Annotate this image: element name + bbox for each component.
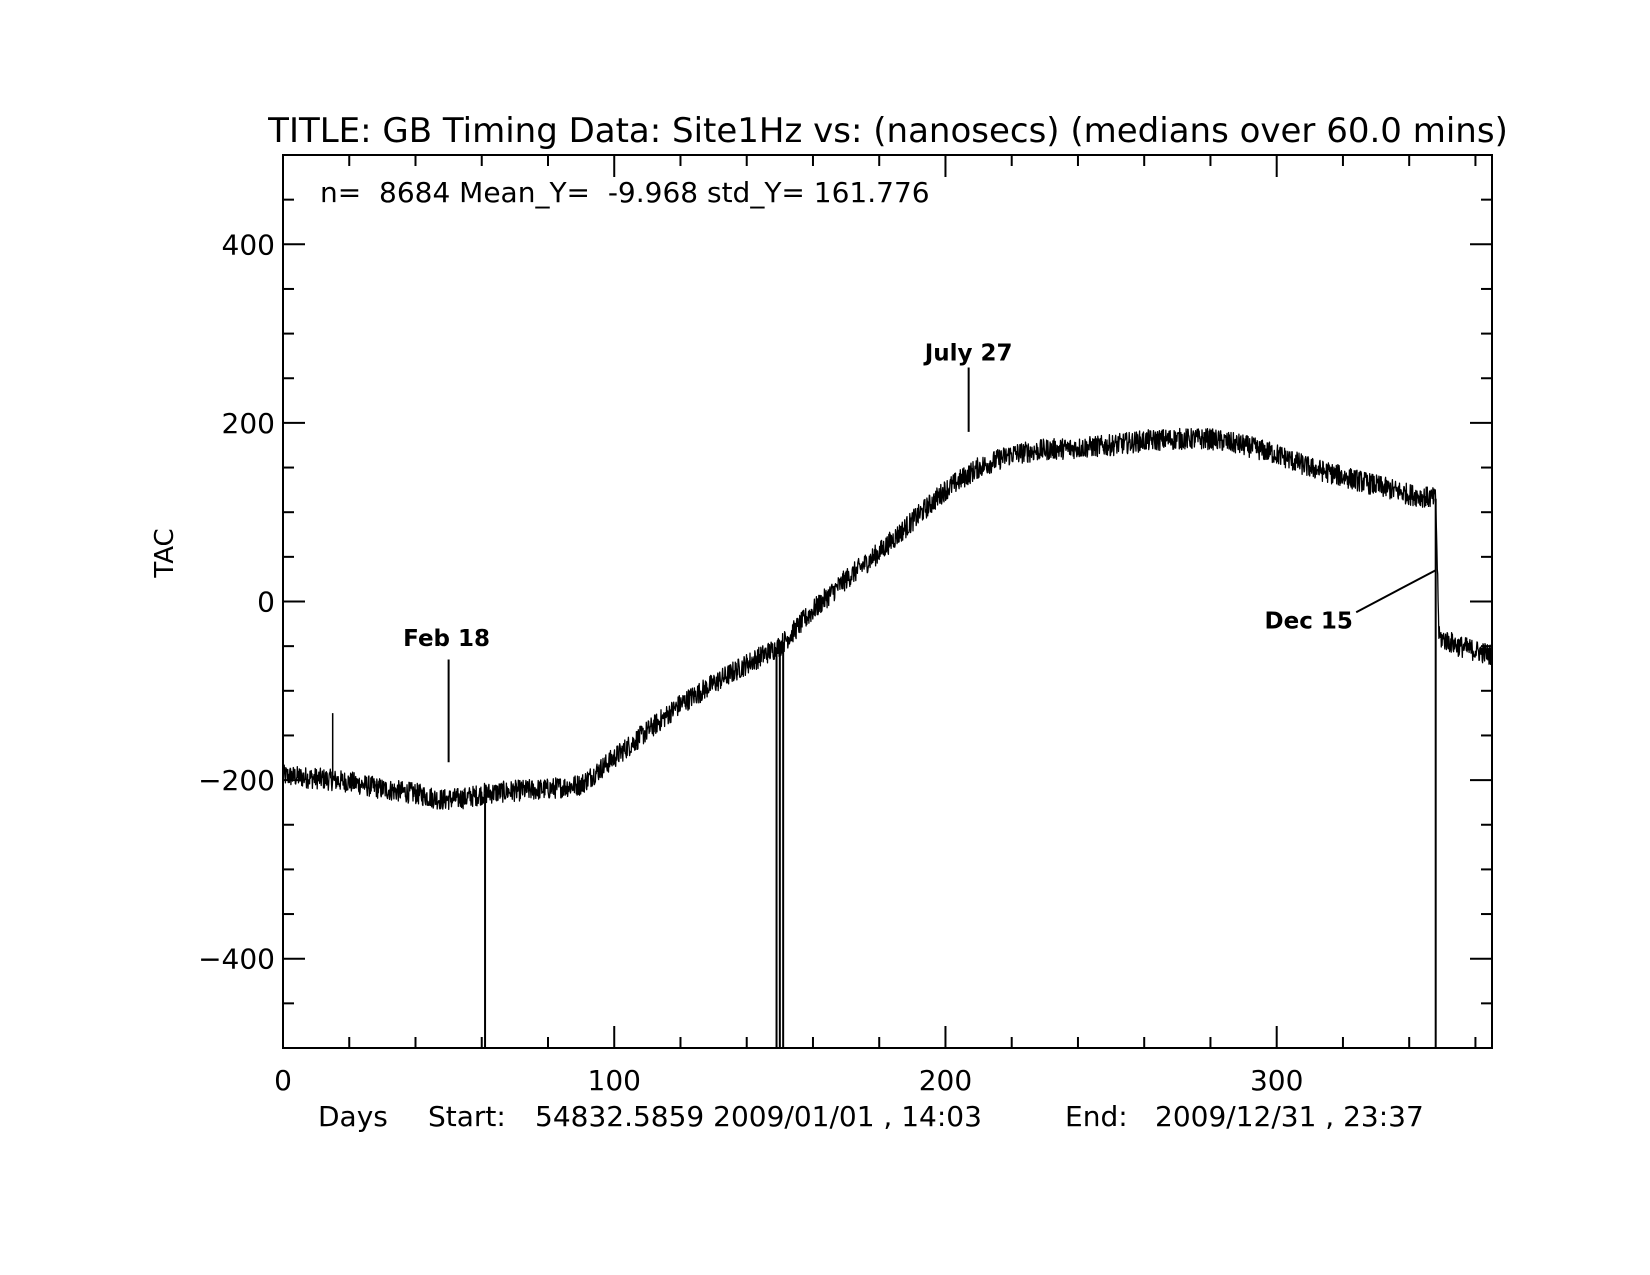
y-tick-label: 200 xyxy=(222,407,275,440)
annotations: Feb 18 July 27 Dec 15 xyxy=(403,340,1437,763)
start-label: Start: xyxy=(428,1100,506,1133)
annotation-dec-15: Dec 15 xyxy=(1265,608,1353,634)
y-tick-label: −200 xyxy=(198,764,275,797)
x-tick-label: 300 xyxy=(1250,1064,1303,1097)
x-axis-label: Days xyxy=(318,1100,388,1133)
y-tick-label: 0 xyxy=(257,586,275,619)
end-label: End: xyxy=(1065,1100,1128,1133)
x-tick-label: 0 xyxy=(274,1064,292,1097)
plot-area: 0 100 200 300 −400 −200 0 200 400 Feb 18 July 27 D… xyxy=(198,154,1493,1097)
annotation-pointer-dec xyxy=(1355,569,1437,614)
chart-title: TITLE: GB Timing Data: Site1Hz vs: (nano… xyxy=(267,111,1508,151)
dropout-lines xyxy=(331,498,1437,1048)
annotation-feb-18: Feb 18 xyxy=(403,626,490,652)
y-axis-label: TAC xyxy=(150,528,180,578)
x-tick-label: 200 xyxy=(919,1064,972,1097)
y-tick-label: −400 xyxy=(198,943,275,976)
annotation-july-27: July 27 xyxy=(923,340,1013,366)
stats-label: n= 8684 Mean_Y= -9.968 std_Y= 161.776 xyxy=(320,176,930,209)
series-line-tac xyxy=(282,427,1493,810)
axis-ticks xyxy=(282,155,1492,1048)
x-tick-label: 100 xyxy=(588,1064,641,1097)
y-tick-label: 400 xyxy=(222,228,275,261)
start-value: 54832.5859 2009/01/01 , 14:03 xyxy=(535,1100,982,1133)
plot-frame xyxy=(282,154,1493,1049)
end-value: 2009/12/31 , 23:37 xyxy=(1155,1100,1424,1133)
tick-labels: 0 100 200 300 −400 −200 0 200 400 xyxy=(198,228,1303,1097)
